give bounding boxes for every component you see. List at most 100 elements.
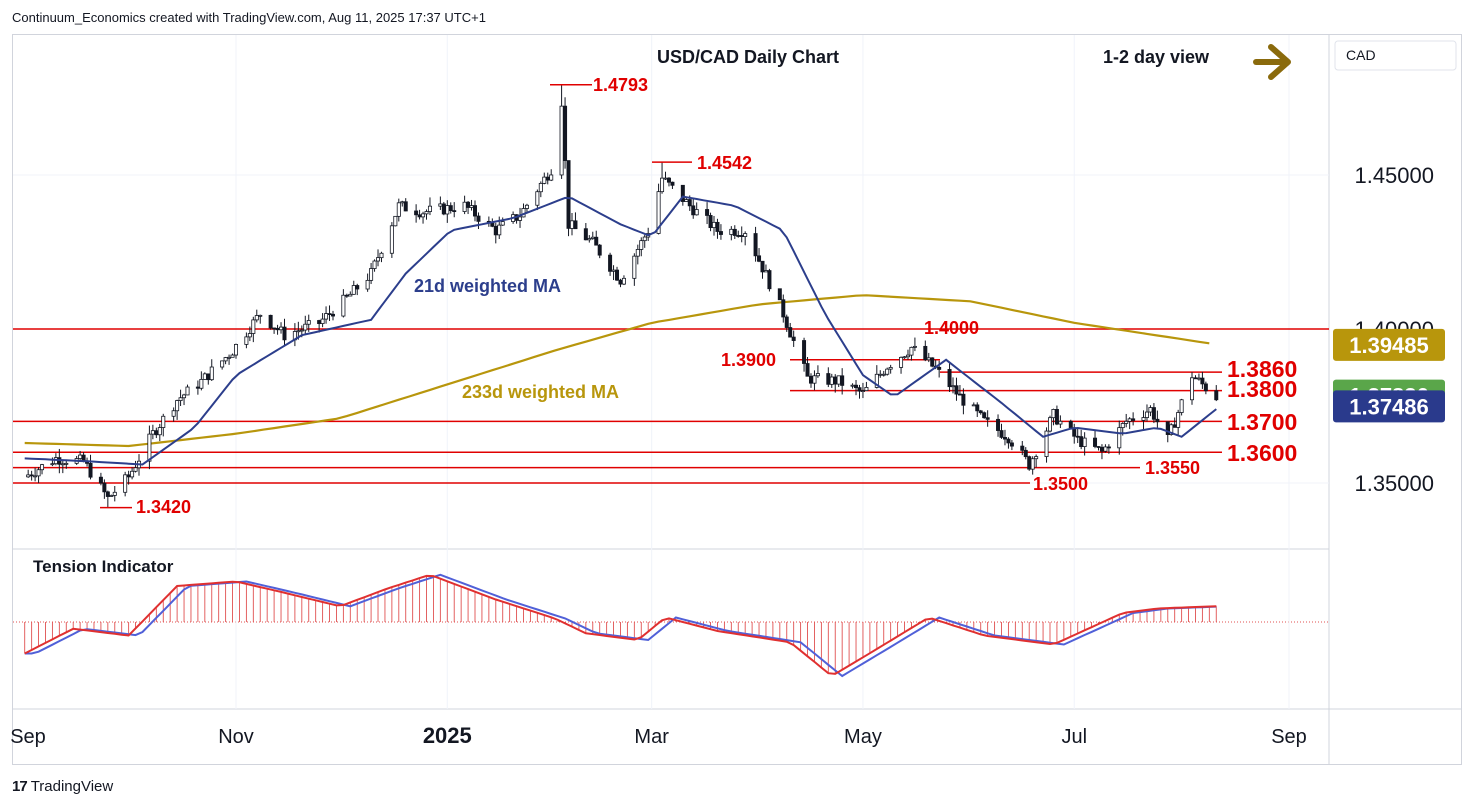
candle-body (573, 220, 578, 230)
candle-body (268, 314, 273, 329)
candle-body (885, 368, 890, 375)
candle-body (81, 454, 86, 462)
candle-body (549, 174, 554, 181)
time-axis[interactable]: Sep Nov 2025 Mar May Jul Sep (10, 723, 1307, 748)
candle-body (815, 373, 820, 377)
level-label-1.4542: 1.4542 (697, 153, 752, 173)
candle-body (739, 235, 744, 237)
candle-body (899, 356, 904, 368)
candle-body (715, 221, 720, 232)
arrow-right-icon (1253, 44, 1291, 80)
candle-body (441, 203, 446, 215)
candle-body (587, 238, 592, 241)
candle-body (712, 221, 717, 229)
candle-body (597, 244, 602, 256)
candle-body (621, 277, 626, 285)
candle-body (1054, 409, 1059, 425)
candle-body (1006, 438, 1011, 444)
candle-body (996, 418, 1001, 431)
candle-body (1172, 424, 1177, 428)
candle-body (729, 228, 734, 235)
candle-body (978, 410, 983, 414)
candle-body (317, 320, 322, 324)
candle-body (947, 369, 952, 388)
candle-body (888, 367, 893, 370)
candle-body (466, 201, 471, 208)
candlesticks (26, 84, 1219, 508)
y-tick-label: 1.35000 (1354, 471, 1434, 496)
tradingview-logo[interactable]: 17 TradingView (12, 778, 114, 795)
y-tick-label: 1.45000 (1354, 163, 1434, 188)
level-label-1.3600: 1.3600 (1227, 440, 1297, 466)
candle-body (445, 205, 450, 215)
tension-indicator (24, 573, 1217, 678)
candle-body (635, 249, 640, 257)
candle-body (403, 201, 408, 212)
candle-body (251, 319, 256, 334)
candle-body (195, 386, 200, 389)
candle-body (1203, 383, 1208, 392)
ma21-line (24, 195, 1217, 466)
candle-body (615, 269, 620, 281)
candle-body (912, 345, 917, 348)
candle-body (427, 205, 432, 212)
candle-body (1096, 446, 1101, 448)
candle-body (209, 366, 214, 381)
candle-body (202, 373, 207, 380)
ma21-label: 21d weighted MA (414, 276, 561, 296)
ma233-line (24, 294, 1210, 448)
chart-credit: Continuum_Economics created with Trading… (12, 10, 486, 25)
candle-body (78, 454, 83, 459)
currency-box[interactable] (1334, 40, 1457, 71)
candle-body (379, 252, 384, 259)
candle-body (109, 495, 114, 497)
candle-body (351, 285, 356, 295)
candle-body (29, 474, 34, 477)
x-tick-label: Sep (10, 726, 46, 748)
x-tick-label: 2025 (423, 723, 472, 748)
candle-body (691, 205, 696, 216)
candle-body (718, 231, 723, 235)
candle-body (538, 182, 543, 193)
ma21-path (24, 195, 1217, 466)
candle-body (230, 354, 235, 358)
candle-body (365, 279, 370, 290)
candle-body (306, 320, 311, 325)
candle-body (296, 330, 301, 333)
chart-title: USD/CAD Daily Chart (657, 47, 839, 67)
ma233-path (24, 294, 1210, 448)
candle-body (1079, 436, 1084, 447)
candle-body (1002, 436, 1007, 440)
candle-body (632, 255, 637, 279)
candle-body (1103, 446, 1108, 452)
candle-body (462, 201, 467, 212)
candle-body (355, 285, 360, 290)
candle-body (1034, 456, 1039, 460)
candle-body (1196, 377, 1201, 380)
candle-body (666, 177, 671, 183)
ma233-label: 233d weighted MA (462, 382, 619, 402)
candle-body (757, 255, 762, 262)
candle-body (50, 463, 55, 466)
candle-body (1131, 418, 1136, 421)
candle-body (206, 373, 211, 381)
candle-body (705, 209, 710, 216)
candle-body (1051, 409, 1056, 419)
candle-body (1127, 418, 1132, 422)
candle-body (1106, 446, 1111, 449)
candle-body (438, 203, 443, 207)
candle-body (344, 294, 349, 297)
candle-body (850, 384, 855, 387)
tension-indicator-label: Tension Indicator (33, 557, 174, 576)
candle-body (1058, 420, 1063, 425)
candle-body (767, 270, 772, 290)
candle-body (777, 288, 782, 301)
chart-frame (12, 34, 1462, 765)
candle-body (199, 378, 204, 389)
candle-body (788, 327, 793, 338)
candle-body (812, 375, 817, 384)
candle-body (518, 216, 523, 221)
candle-body (535, 191, 540, 206)
